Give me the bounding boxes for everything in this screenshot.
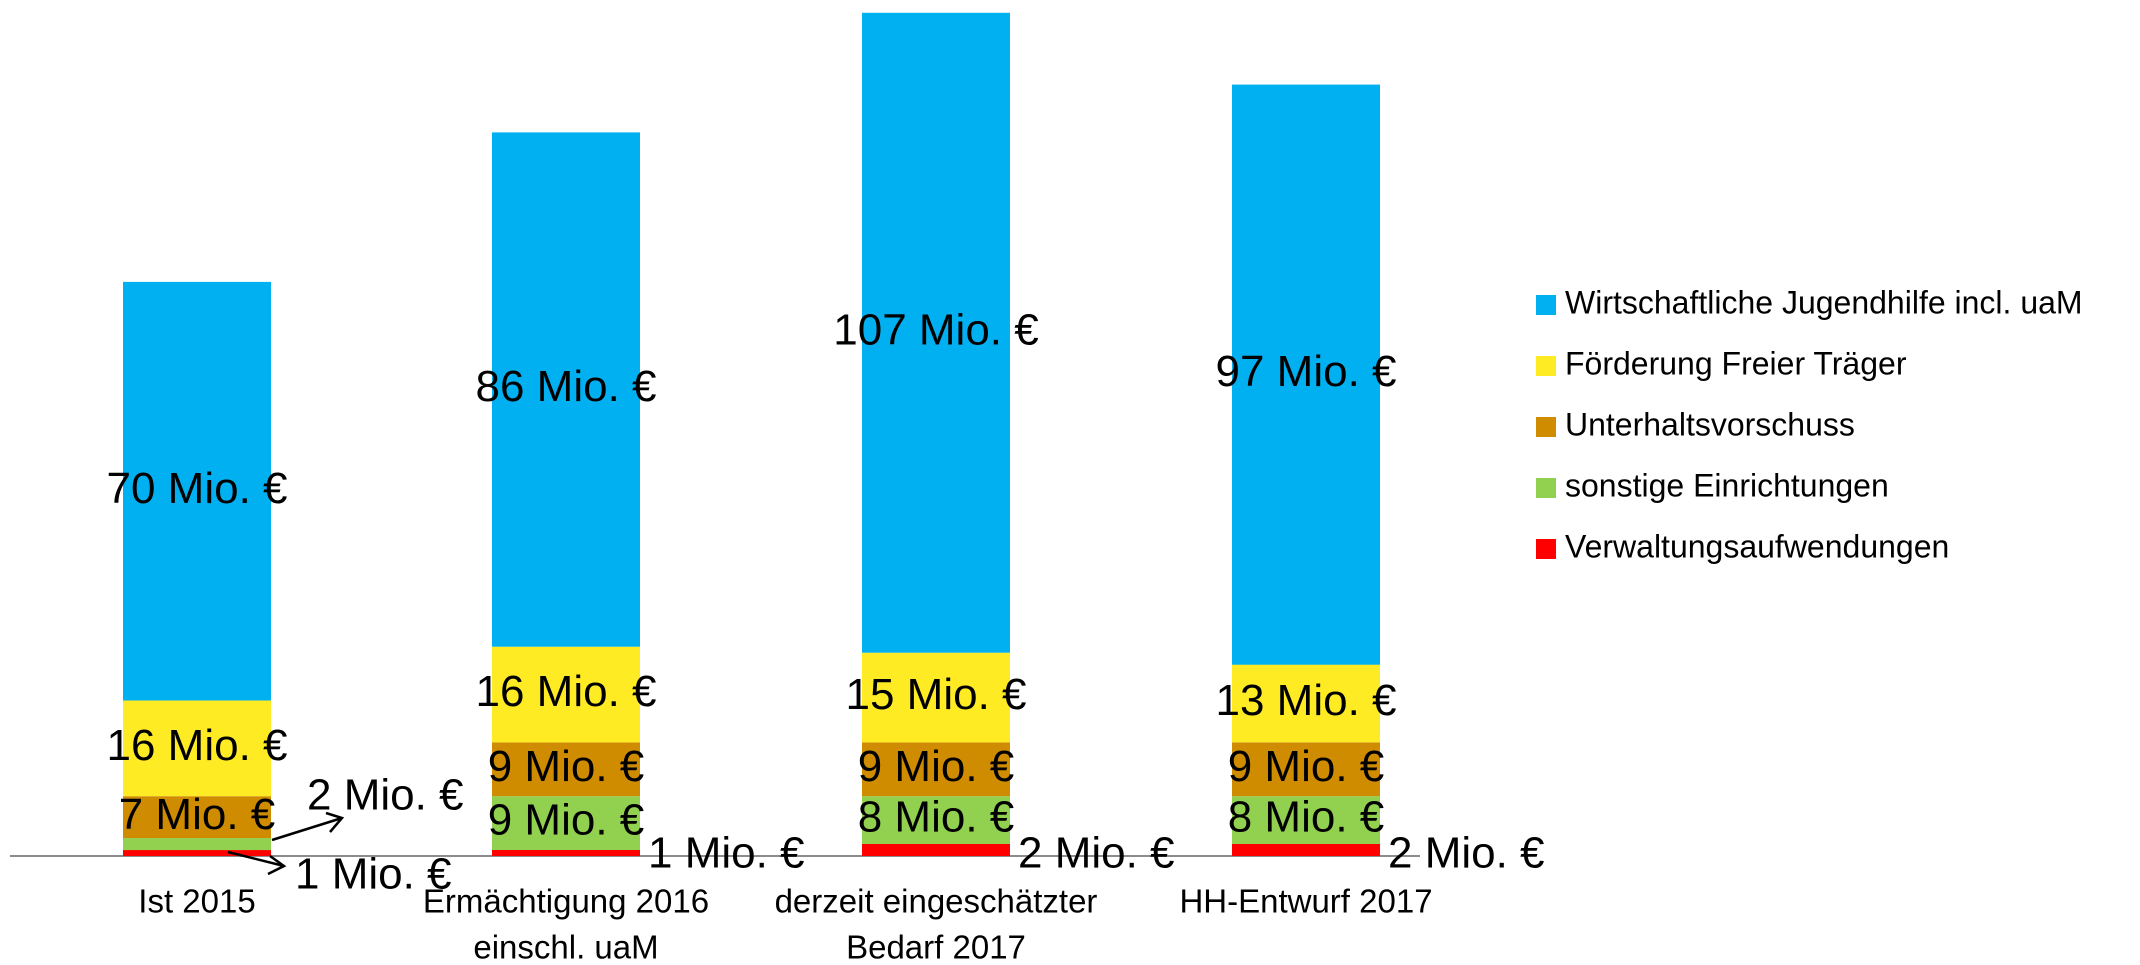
leader-arrow-verwaltung-1: [227, 850, 285, 868]
bar-segment-unterhaltsvorschuss-1: [123, 796, 271, 839]
leader-arrowhead-sonstige-1: [325, 811, 345, 833]
bar-segment-verwaltungsaufwendungen-3: [862, 844, 1010, 856]
bar-segment-f-rderung-freier-tr-ger-1: [123, 700, 271, 797]
bar-segment-f-rderung-freier-tr-ger-2: [492, 646, 640, 743]
bar-segment-wirtschaftliche-jugendhilfe-incl-uam-3: [862, 12, 1010, 653]
data-label-sonstige-einrichtungen-2: 9 Mio. €: [488, 796, 645, 845]
bar-segment-wirtschaftliche-jugendhilfe-incl-uam-1: [123, 281, 271, 701]
legend-swatch-sonstige-einrichtungen: [1536, 478, 1556, 498]
data-label-unterhaltsvorschuss-3: 9 Mio. €: [858, 742, 1015, 791]
bar-segment-f-rderung-freier-tr-ger-3: [862, 652, 1010, 743]
x-tick-label-4: HH-Entwurf 2017: [1179, 883, 1432, 920]
x-tick-label-3-line-2: Bedarf 2017: [846, 929, 1026, 965]
bar-segment-sonstige-einrichtungen-2: [492, 796, 640, 850]
x-tick-label-2-line-1: Ermächtigung 2016: [423, 883, 709, 920]
data-label-wirtschaftliche-jugendhilfe-incl-uam-3: 107 Mio. €: [833, 305, 1038, 354]
data-label-wirtschaftliche-jugendhilfe-incl-uam-2: 86 Mio. €: [476, 362, 657, 411]
legend-swatch-wirtschaftliche-jugendhilfe-incl-uam: [1536, 295, 1556, 315]
data-label-f-rderung-freier-tr-ger-2: 16 Mio. €: [476, 667, 657, 716]
legend-swatch-unterhaltsvorschuss: [1536, 417, 1556, 437]
legend-label-sonstige-einrichtungen: sonstige Einrichtungen: [1565, 467, 1889, 503]
bar-segment-wirtschaftliche-jugendhilfe-incl-uam-2: [492, 132, 640, 647]
bar-segment-f-rderung-freier-tr-ger-4: [1232, 664, 1380, 743]
data-label-sonstige-einrichtungen-1: 2 Mio. €: [307, 771, 464, 820]
data-label-wirtschaftliche-jugendhilfe-incl-uam-1: 70 Mio. €: [107, 464, 288, 513]
bar-segment-sonstige-einrichtungen-3: [862, 796, 1010, 844]
data-label-verwaltungsaufwendungen-4: 2 Mio. €: [1388, 829, 1545, 878]
legend-label-wirtschaftliche-jugendhilfe-incl-uam: Wirtschaftliche Jugendhilfe incl. uaM: [1565, 284, 2083, 320]
bar-segment-unterhaltsvorschuss-3: [862, 742, 1010, 797]
bar-segment-sonstige-einrichtungen-1: [123, 838, 271, 851]
legend-label-f-rderung-freier-tr-ger: Förderung Freier Träger: [1565, 345, 1907, 381]
data-label-f-rderung-freier-tr-ger-3: 15 Mio. €: [846, 670, 1027, 719]
data-label-unterhaltsvorschuss-1: 7 Mio. €: [119, 790, 276, 839]
data-label-verwaltungsaufwendungen-3: 2 Mio. €: [1018, 829, 1175, 878]
bar-segment-wirtschaftliche-jugendhilfe-incl-uam-4: [1232, 84, 1380, 665]
data-label-unterhaltsvorschuss-2: 9 Mio. €: [488, 742, 645, 791]
data-label-f-rderung-freier-tr-ger-4: 13 Mio. €: [1216, 676, 1397, 725]
legend-swatch-f-rderung-freier-tr-ger: [1536, 356, 1556, 376]
leader-arrowhead-verwaltung-1: [267, 854, 287, 876]
data-label-f-rderung-freier-tr-ger-1: 16 Mio. €: [107, 721, 288, 770]
data-label-sonstige-einrichtungen-4: 8 Mio. €: [1228, 793, 1385, 842]
x-tick-label-2-line-2: einschl. uaM: [473, 929, 658, 965]
x-tick-label-1: Ist 2015: [138, 883, 255, 920]
bar-segment-verwaltungsaufwendungen-1: [123, 850, 271, 856]
bar-segment-verwaltungsaufwendungen-2: [492, 850, 640, 856]
legend-label-unterhaltsvorschuss: Unterhaltsvorschuss: [1565, 406, 1855, 442]
x-tick-label-3-line-1: derzeit eingeschätzter: [775, 883, 1098, 920]
data-label-verwaltungsaufwendungen-2: 1 Mio. €: [648, 829, 805, 878]
bar-segment-unterhaltsvorschuss-2: [492, 742, 640, 797]
data-label-unterhaltsvorschuss-4: 9 Mio. €: [1228, 742, 1385, 791]
bar-segment-sonstige-einrichtungen-4: [1232, 796, 1380, 844]
legend-label-verwaltungsaufwendungen: Verwaltungsaufwendungen: [1565, 528, 1949, 564]
bar-segment-unterhaltsvorschuss-4: [1232, 742, 1380, 797]
data-label-wirtschaftliche-jugendhilfe-incl-uam-4: 97 Mio. €: [1216, 347, 1397, 396]
data-label-verwaltungsaufwendungen-1: 1 Mio. €: [295, 850, 452, 899]
leader-arrow-sonstige-1: [271, 816, 343, 842]
legend-swatch-verwaltungsaufwendungen: [1536, 539, 1556, 559]
bar-segment-verwaltungsaufwendungen-4: [1232, 844, 1380, 856]
data-label-sonstige-einrichtungen-3: 8 Mio. €: [858, 793, 1015, 842]
